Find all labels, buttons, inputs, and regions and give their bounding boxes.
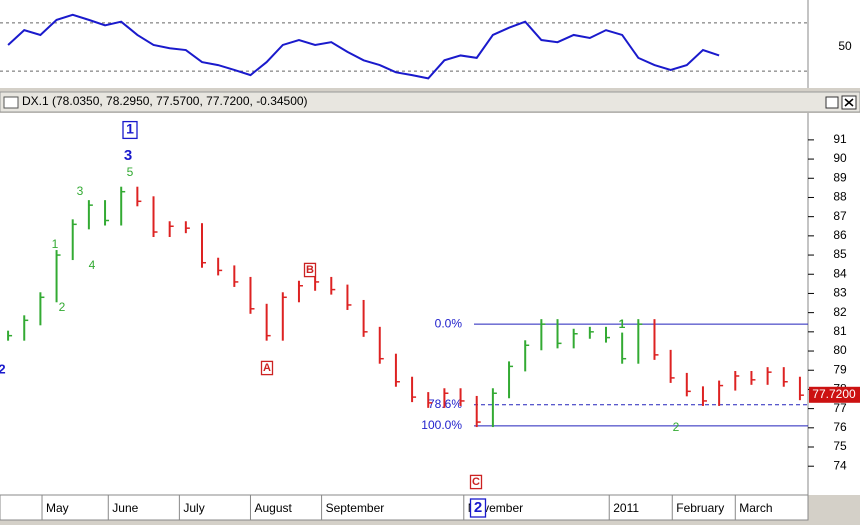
wave-label: 2 <box>474 499 482 516</box>
close-icon <box>844 98 854 107</box>
annotation-box <box>469 474 483 490</box>
wave-label: 2 <box>673 420 680 434</box>
chart-title: DX.1 (78.0350, 78.2950, 77.5700, 77.7200… <box>22 94 308 108</box>
y-tick-label: 86 <box>833 228 847 242</box>
wave-label: B <box>306 264 314 276</box>
wave-label: 3 <box>124 147 132 164</box>
wave-label: C <box>472 476 480 488</box>
annotation-box <box>260 360 274 376</box>
restore-button[interactable] <box>825 96 839 109</box>
y-tick-label: 91 <box>833 132 847 146</box>
y-tick-label: 80 <box>833 343 847 357</box>
y-tick-label: 82 <box>833 305 847 319</box>
wave-label: 5 <box>127 165 134 179</box>
y-tick-label: 75 <box>833 439 847 453</box>
annotation-box <box>122 120 138 140</box>
y-tick-label: 50 <box>838 39 852 53</box>
last-price-box <box>809 386 860 403</box>
y-tick-label: 84 <box>833 266 847 280</box>
y-tick-label: 89 <box>833 170 847 184</box>
y-tick-label: 83 <box>833 286 847 300</box>
wave-label: 2 <box>59 300 66 314</box>
y-tick-label: 90 <box>833 151 847 165</box>
price-panel <box>0 113 860 495</box>
y-tick-label: 74 <box>833 458 847 472</box>
x-tick-label: February <box>676 501 724 515</box>
fib-label: 100.0% <box>421 418 462 432</box>
window-icon <box>3 96 19 109</box>
wave-label: 4 <box>89 258 96 272</box>
wave-label: A <box>263 362 271 374</box>
y-tick-label: 85 <box>833 247 847 261</box>
last-price-label: 77.7200 <box>812 387 856 401</box>
x-tick-label: May <box>46 501 69 515</box>
indicator-panel <box>0 0 860 88</box>
wave-label: 1 <box>126 121 134 137</box>
annotation-box <box>469 498 487 518</box>
y-tick-label: 88 <box>833 190 847 204</box>
x-tick-label: 2011 <box>613 501 639 515</box>
x-tick-label: July <box>183 501 204 515</box>
y-tick-label: 81 <box>833 324 847 338</box>
fib-label: 0.0% <box>435 316 463 330</box>
x-tick-label: September <box>326 501 385 515</box>
wave-label: 3 <box>77 184 84 198</box>
x-axis <box>0 494 809 521</box>
y-tick-label: 87 <box>833 209 847 223</box>
x-tick-label: June <box>112 501 138 515</box>
y-tick-label: 76 <box>833 420 847 434</box>
wave-label: 1 <box>619 317 626 331</box>
wave-label: 2 <box>0 361 6 376</box>
x-tick-label: March <box>739 501 772 515</box>
x-tick-label: August <box>254 501 292 515</box>
wave-label: 1 <box>52 237 59 251</box>
title-bar <box>0 91 860 113</box>
annotation-box <box>303 262 317 278</box>
indicator-line <box>7 13 720 80</box>
y-tick-label: 77 <box>833 401 847 415</box>
y-tick-label: 79 <box>833 362 847 376</box>
